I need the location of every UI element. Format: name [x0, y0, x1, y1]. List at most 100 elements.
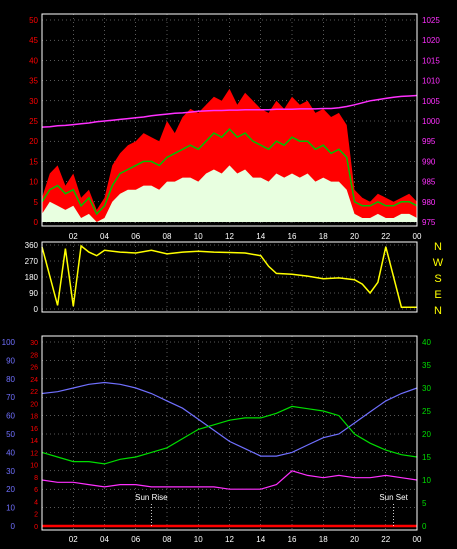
wind-tick-label: 20	[29, 137, 38, 146]
wind-tick-label: 35	[29, 77, 38, 86]
x-tick-label: 12	[225, 232, 234, 241]
humidity-tick-label: 10	[6, 504, 15, 513]
plot-frame	[41, 335, 418, 531]
temperature-tick-label: 0	[422, 522, 427, 531]
x-tick-label: 06	[131, 232, 140, 241]
humidity-tick-label: 90	[6, 356, 15, 365]
wind-tick-label: 0	[34, 218, 39, 227]
rain-tick-label: 28	[30, 352, 38, 359]
pressure-tick-label: 975	[422, 218, 436, 227]
wind-avg-line	[41, 128, 418, 216]
humidity-tick-label: 20	[6, 485, 15, 494]
temperature-tick-label: 15	[422, 453, 431, 462]
rain-tick-label: 26	[30, 365, 38, 372]
sun-event-label: Sun Rise	[135, 493, 168, 502]
rain-tick-label: 14	[30, 438, 38, 445]
rain-tick-label: 12	[30, 450, 38, 457]
compass-label: W	[433, 257, 444, 269]
pressure-tick-label: 985	[422, 178, 436, 187]
dew-point-label: Punt rosada	[392, 322, 452, 334]
compass-label: E	[434, 289, 441, 301]
pressure-tick-label: 1000	[422, 117, 440, 126]
x-tick-label: 12	[225, 535, 234, 544]
pressure-tick-label: 980	[422, 198, 436, 207]
rain-tick-label: 6	[34, 487, 38, 494]
temperature-tick-label: 40	[422, 338, 431, 347]
x-tick-label: 04	[100, 535, 109, 544]
wind-tick-label: 10	[29, 178, 38, 187]
wind-tick-label: 30	[29, 97, 38, 106]
x-tick-label: 14	[256, 232, 265, 241]
pressure-tick-label: 995	[422, 137, 436, 146]
x-tick-label: 16	[288, 535, 297, 544]
wind-tick-label: 45	[29, 36, 38, 45]
rain-tick-label: 2	[34, 512, 38, 519]
rain-tick-label: 0	[34, 524, 38, 531]
x-tick-label: 18	[319, 535, 328, 544]
wind-tick-label: 50	[29, 16, 38, 25]
temp-humidity-panel: Sun Rise Sun Set0102030405060708090100024…	[2, 335, 431, 544]
x-tick-label: 02	[69, 535, 78, 544]
rain-tick-label: 30	[30, 340, 38, 347]
humidity-tick-label: 80	[6, 375, 15, 384]
pressure-tick-label: 1010	[422, 77, 440, 86]
pressure-line	[41, 94, 418, 128]
wind-tick-label: 40	[29, 56, 38, 65]
wind-min-area	[42, 165, 417, 222]
rain-label: Pluja	[2, 322, 27, 334]
humidity-tick-label: 60	[6, 412, 15, 421]
direction-tick-label: 360	[25, 241, 39, 250]
sun-event-label: Sun Set	[379, 493, 408, 502]
temperature-tick-label: 10	[422, 476, 431, 485]
rain-tick-label: 4	[34, 499, 38, 506]
plot-frame	[41, 13, 418, 227]
pressure-tick-label: 990	[422, 157, 436, 166]
temperature-tick-label: 25	[422, 407, 431, 416]
temperature-tick-label: 30	[422, 384, 431, 393]
x-tick-label: 02	[69, 232, 78, 241]
pressure-tick-label: 1015	[422, 56, 440, 65]
x-tick-label: 06	[131, 535, 140, 544]
x-tick-label: 18	[319, 232, 328, 241]
humidity-tick-label: 30	[6, 467, 15, 476]
wind-tick-label: 15	[29, 157, 38, 166]
compass-label: N	[434, 241, 442, 253]
x-tick-label: 04	[100, 232, 109, 241]
humidity-line	[41, 381, 418, 457]
pressure-tick-label: 1020	[422, 36, 440, 45]
x-tick-label: 22	[381, 232, 390, 241]
rain-tick-label: 18	[30, 414, 38, 421]
rain-tick-label: 8	[34, 475, 38, 482]
x-tick-label: 00	[413, 232, 422, 241]
plot-frame	[41, 241, 418, 313]
x-tick-label: 20	[350, 535, 359, 544]
humidity-tick-label: 40	[6, 448, 15, 457]
direction-tick-label: 270	[25, 257, 39, 266]
wind-speed-label: Velocitat del vent	[4, 1, 87, 13]
temperature-tick-label: 5	[422, 499, 427, 508]
humidity-tick-label: 0	[11, 522, 16, 531]
chart-title: 24 hora gràfic 13 Maig 2017	[160, 1, 297, 13]
direction-tick-label: 0	[34, 305, 39, 314]
pressure-tick-label: 1005	[422, 97, 440, 106]
x-tick-label: 22	[381, 535, 390, 544]
x-tick-label: 14	[256, 535, 265, 544]
x-tick-label: 10	[194, 535, 203, 544]
direction-tick-label: 180	[25, 273, 39, 282]
direction-tick-label: 90	[29, 289, 38, 298]
pressure-tick-label: 1025	[422, 16, 440, 25]
temperature-label: Temperatura	[313, 322, 376, 334]
rain-tick-label: 20	[30, 401, 38, 408]
x-tick-label: 10	[194, 232, 203, 241]
x-tick-label: 00	[413, 535, 422, 544]
rain-tick-label: 16	[30, 426, 38, 433]
humidity-label: Humitat	[65, 322, 103, 334]
pressure-label: Pressió	[369, 1, 406, 13]
temperature-tick-label: 35	[422, 361, 431, 370]
rain-tick-label: 22	[30, 389, 38, 396]
x-tick-label: 08	[163, 535, 172, 544]
temperature-tick-label: 20	[422, 430, 431, 439]
dew-point-line	[41, 470, 418, 490]
